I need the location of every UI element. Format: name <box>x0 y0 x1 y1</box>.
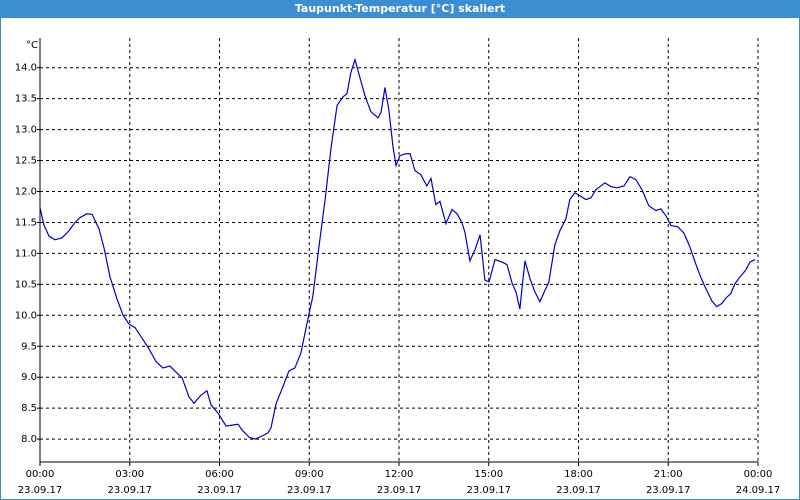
y-tick-label: 12.0 <box>15 187 37 198</box>
x-tick-label: 23.09.17 <box>646 485 691 496</box>
x-tick-label: 03:00 <box>115 469 144 480</box>
x-tick-label: 15:00 <box>474 469 503 480</box>
y-tick-label: 10.5 <box>15 279 37 290</box>
y-tick-label: 11.0 <box>15 248 37 259</box>
x-tick-label: 23.09.17 <box>18 485 63 496</box>
title-bar <box>0 0 800 18</box>
x-tick-label: 23.09.17 <box>377 485 422 496</box>
y-tick-label: 8.5 <box>21 403 37 414</box>
x-tick-label: 21:00 <box>654 469 683 480</box>
y-tick-label: 9.5 <box>21 341 37 352</box>
y-tick-label: 10.0 <box>15 310 37 321</box>
y-tick-label: 13.0 <box>15 125 37 136</box>
x-tick-label: 18:00 <box>564 469 593 480</box>
x-tick-label: 23.09.17 <box>107 485 152 496</box>
x-tick-label: 23.09.17 <box>466 485 511 496</box>
y-tick-label: 12.5 <box>15 156 37 167</box>
chart-title: Taupunkt-Temperatur [°C] skaliert <box>295 2 505 15</box>
x-tick-label: 12:00 <box>385 469 414 480</box>
x-tick-label: 24.09.17 <box>736 485 781 496</box>
x-tick-label: 06:00 <box>205 469 234 480</box>
y-tick-label: 9.0 <box>21 372 37 383</box>
y-tick-label: 13.5 <box>15 94 37 105</box>
x-tick-label: 00:00 <box>744 469 773 480</box>
y-tick-label: 14.0 <box>15 63 37 74</box>
plot-area: 8.0 8.5 9.0 9.5 10.0 10.5 11.0 11.5 12.0 12.5 13.0… <box>15 38 781 496</box>
x-tick-label: 09:00 <box>295 469 324 480</box>
x-tick-label: 00:00 <box>26 469 55 480</box>
y-tick-label: 8.0 <box>21 434 37 445</box>
x-tick-label: 23.09.17 <box>287 485 332 496</box>
x-tick-label: 23.09.17 <box>556 485 601 496</box>
y-tick-label: 11.5 <box>15 217 37 228</box>
y-unit: °C <box>26 40 38 51</box>
x-tick-label: 23.09.17 <box>197 485 242 496</box>
data-line <box>39 57 756 440</box>
